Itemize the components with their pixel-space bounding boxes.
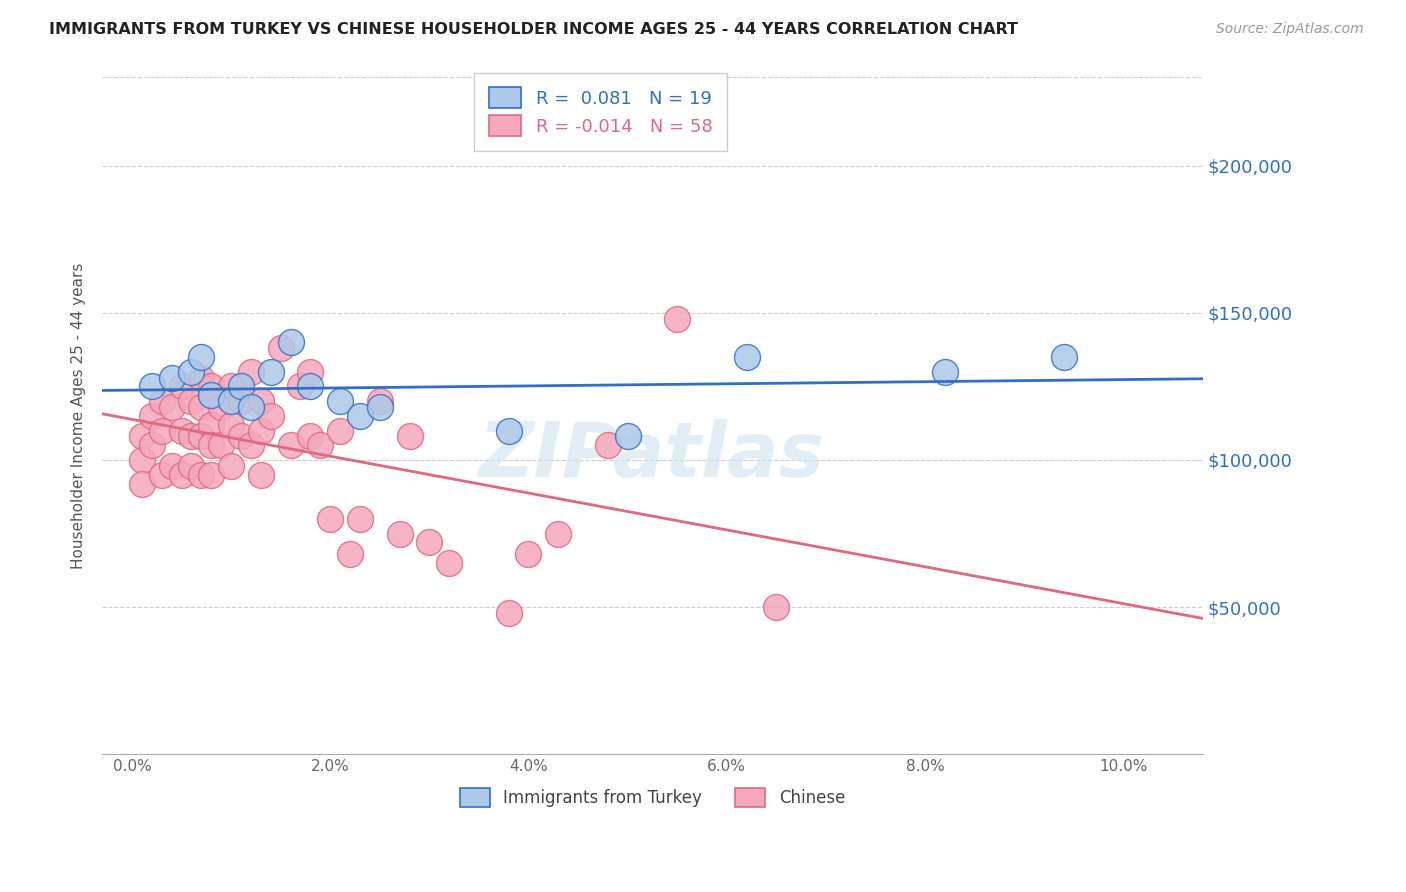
Point — [219, 417, 242, 432]
Point — [190, 467, 212, 482]
Text: Source: ZipAtlas.com: Source: ZipAtlas.com — [1216, 22, 1364, 37]
Point — [180, 394, 202, 409]
Point — [260, 409, 283, 423]
Point — [150, 467, 173, 482]
Point — [735, 350, 758, 364]
Point — [219, 394, 242, 409]
Point — [250, 424, 273, 438]
Point — [239, 365, 262, 379]
Legend: Immigrants from Turkey, Chinese: Immigrants from Turkey, Chinese — [453, 781, 852, 814]
Point — [190, 429, 212, 443]
Point — [160, 370, 183, 384]
Point — [209, 438, 232, 452]
Point — [131, 476, 153, 491]
Point — [141, 438, 163, 452]
Y-axis label: Householder Income Ages 25 - 44 years: Householder Income Ages 25 - 44 years — [72, 262, 86, 569]
Point — [150, 424, 173, 438]
Point — [934, 365, 956, 379]
Point — [170, 424, 193, 438]
Point — [141, 409, 163, 423]
Point — [1053, 350, 1076, 364]
Point — [616, 429, 638, 443]
Point — [280, 438, 302, 452]
Text: ZIPatlas: ZIPatlas — [479, 419, 825, 493]
Point — [190, 370, 212, 384]
Point — [329, 424, 352, 438]
Point — [596, 438, 619, 452]
Point — [141, 379, 163, 393]
Point — [200, 467, 222, 482]
Point — [498, 606, 520, 620]
Point — [309, 438, 332, 452]
Point — [239, 438, 262, 452]
Point — [209, 400, 232, 414]
Point — [329, 394, 352, 409]
Point — [299, 429, 322, 443]
Point — [229, 394, 252, 409]
Point — [339, 547, 361, 561]
Point — [270, 341, 292, 355]
Point — [437, 556, 460, 570]
Point — [219, 458, 242, 473]
Point — [229, 379, 252, 393]
Point — [349, 512, 371, 526]
Point — [368, 394, 391, 409]
Point — [229, 429, 252, 443]
Point — [160, 458, 183, 473]
Point — [299, 365, 322, 379]
Point — [150, 394, 173, 409]
Point — [299, 379, 322, 393]
Text: IMMIGRANTS FROM TURKEY VS CHINESE HOUSEHOLDER INCOME AGES 25 - 44 YEARS CORRELAT: IMMIGRANTS FROM TURKEY VS CHINESE HOUSEH… — [49, 22, 1018, 37]
Point — [250, 467, 273, 482]
Point — [349, 409, 371, 423]
Point — [398, 429, 420, 443]
Point — [250, 394, 273, 409]
Point — [190, 400, 212, 414]
Point — [517, 547, 540, 561]
Point — [219, 379, 242, 393]
Point — [290, 379, 312, 393]
Point — [319, 512, 342, 526]
Point — [180, 458, 202, 473]
Point — [200, 379, 222, 393]
Point — [239, 400, 262, 414]
Point — [200, 438, 222, 452]
Point — [368, 400, 391, 414]
Point — [200, 388, 222, 402]
Point — [666, 311, 689, 326]
Point — [200, 417, 222, 432]
Point — [280, 335, 302, 350]
Point — [131, 453, 153, 467]
Point — [418, 535, 440, 549]
Point — [170, 379, 193, 393]
Point — [131, 429, 153, 443]
Point — [160, 400, 183, 414]
Point — [170, 467, 193, 482]
Point — [547, 526, 569, 541]
Point — [190, 350, 212, 364]
Point — [180, 429, 202, 443]
Point — [498, 424, 520, 438]
Point — [260, 365, 283, 379]
Point — [388, 526, 411, 541]
Point — [765, 600, 787, 615]
Point — [180, 365, 202, 379]
